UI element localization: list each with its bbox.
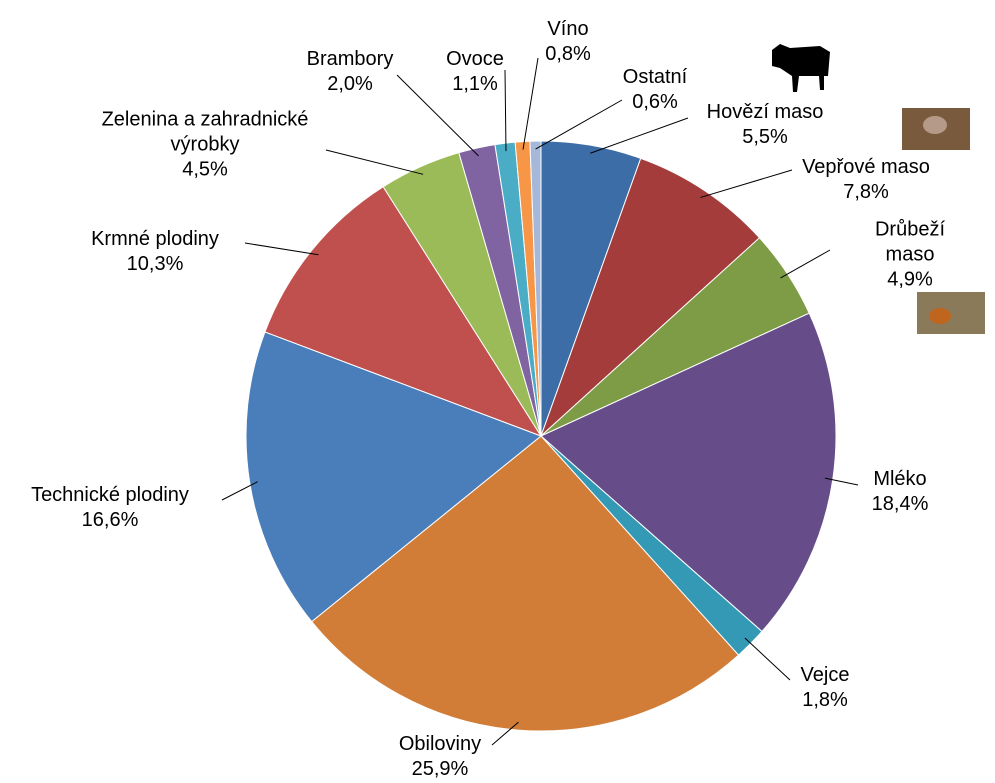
data-label: Vejce 1,8% <box>801 663 850 713</box>
category-label: Mléko <box>873 468 927 490</box>
category-label: Ostatní <box>622 66 688 88</box>
leader-line <box>824 477 859 486</box>
value-label: 18,4% <box>871 493 929 515</box>
category-label: Technické plodiny <box>31 484 189 506</box>
leader-line <box>325 149 424 175</box>
category-label: Drůbeží maso <box>874 218 946 266</box>
data-label: Mléko 18,4% <box>872 467 929 517</box>
data-label: Vepřové maso 7,8% <box>802 155 930 205</box>
value-label: 0,8% <box>545 43 591 65</box>
chicken-photo <box>917 292 985 334</box>
category-label: Zelenina a zahradnické výrobky <box>101 108 309 156</box>
category-label: Hovězí maso <box>706 101 824 123</box>
leader-line <box>504 69 507 152</box>
pie-slice <box>529 140 542 437</box>
value-label: 5,5% <box>742 126 788 148</box>
leader-line <box>780 249 831 279</box>
value-label: 0,6% <box>632 91 678 113</box>
leader-line <box>221 481 258 501</box>
value-label: 7,8% <box>843 181 889 203</box>
data-label: Zelenina a zahradnické výrobky 4,5% <box>85 108 325 183</box>
category-label: Vejce <box>800 664 850 686</box>
value-label: 1,8% <box>802 689 848 711</box>
data-label: Krmné plodiny 10,3% <box>91 227 219 277</box>
pig-photo <box>902 108 970 150</box>
category-label: Ovoce <box>446 48 504 70</box>
leader-line <box>535 99 623 150</box>
category-label: Víno <box>547 18 589 40</box>
leader-line <box>244 242 319 256</box>
leader-line <box>491 721 519 746</box>
category-label: Vepřové maso <box>802 156 930 178</box>
value-label: 1,1% <box>452 73 498 95</box>
pie-slice <box>264 186 543 437</box>
category-label: Krmné plodiny <box>91 228 219 250</box>
value-label: 2,0% <box>327 73 373 95</box>
leader-line <box>590 117 689 154</box>
data-label: Obiloviny 25,9% <box>399 732 481 782</box>
data-label: Hovězí maso 5,5% <box>707 100 824 150</box>
leader-line <box>744 637 791 681</box>
data-label: Víno 0,8% <box>545 17 591 67</box>
data-label: Ovoce 1,1% <box>446 47 504 97</box>
data-label: Ostatní 0,6% <box>623 65 687 115</box>
cow-icon <box>772 44 830 92</box>
pie-slice <box>540 157 761 437</box>
leader-line <box>396 74 479 157</box>
leader-line <box>522 57 539 150</box>
data-label: Technické plodiny 16,6% <box>31 483 189 533</box>
category-label: Brambory <box>306 48 394 70</box>
value-label: 4,5% <box>182 158 228 181</box>
value-label: 16,6% <box>81 509 139 531</box>
value-label: 10,3% <box>126 253 184 275</box>
category-label: Obiloviny <box>398 733 482 755</box>
value-label: 25,9% <box>411 758 469 780</box>
leader-line <box>700 169 793 198</box>
pie-slice <box>310 435 740 732</box>
data-label: Brambory 2,0% <box>307 47 394 97</box>
pie-slice <box>245 331 542 623</box>
data-label: Drůbeží maso 4,9% <box>868 218 953 293</box>
value-label: 4,9% <box>887 268 933 291</box>
